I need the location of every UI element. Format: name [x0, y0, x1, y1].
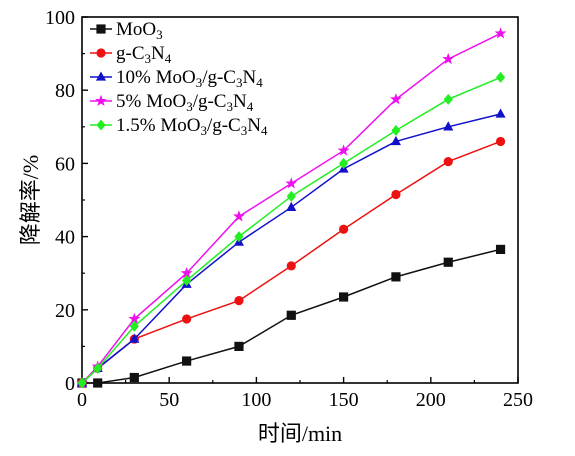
legend-item-1: MoO3​	[90, 19, 163, 42]
x-tick-label: 50	[159, 389, 179, 411]
data-point	[129, 320, 139, 332]
data-point	[129, 372, 139, 383]
data-point	[443, 121, 454, 131]
data-point	[182, 275, 192, 287]
data-point	[286, 261, 296, 271]
legend-label: 10% MoO3​/g-C3​N4​	[116, 67, 263, 90]
data-point	[339, 292, 349, 302]
series-3	[76, 108, 506, 387]
data-point	[442, 52, 455, 65]
x-tick-label: 250	[503, 389, 533, 411]
data-point	[391, 124, 401, 136]
data-point	[443, 156, 453, 167]
y-tick-label: 100	[45, 7, 75, 29]
data-point	[337, 144, 350, 156]
plot-area: 0 50 100 150 200 250 0 20 40 60 80 100	[45, 7, 533, 411]
data-point	[77, 377, 87, 389]
legend-label: 1.5% MoO3​/g-C3​N4​	[116, 115, 268, 138]
data-point	[443, 257, 453, 267]
data-point	[286, 201, 297, 211]
x-tick-label: 150	[329, 389, 359, 411]
data-point	[391, 272, 401, 282]
legend-marker	[96, 24, 106, 34]
legend-marker	[95, 71, 107, 81]
legend-item-5: 1.5% MoO3​/g-C3​N4​	[90, 115, 268, 138]
data-point	[233, 210, 245, 222]
data-point	[390, 93, 402, 105]
data-point	[129, 333, 140, 343]
legend-label: 5% MoO3​/g-C3​N4​	[116, 91, 254, 114]
series-line	[82, 248, 501, 384]
data-point	[443, 93, 453, 105]
x-tick-label: 100	[241, 389, 271, 411]
series-line	[81, 113, 501, 384]
series-layer	[76, 27, 507, 389]
y-tick-label: 60	[55, 153, 75, 175]
data-point	[339, 157, 349, 169]
legend-label: MoO3​	[116, 19, 163, 42]
x-tick-label: 0	[77, 389, 87, 411]
data-point	[182, 356, 192, 366]
legend-label: g-C3​N4​	[116, 43, 172, 66]
y-tick-label: 20	[55, 300, 75, 322]
series-line	[81, 76, 501, 384]
y-tick-label: 0	[65, 373, 75, 395]
data-point	[180, 266, 193, 279]
series-2	[77, 136, 506, 388]
legend-item-2: g-C3​N4​	[90, 43, 172, 66]
y-tick-label: 40	[55, 227, 75, 249]
legend-item-3: 10% MoO3​/g-C3​N4​	[90, 67, 263, 90]
data-point	[391, 189, 401, 200]
x-axis-title: 时间/min	[258, 421, 342, 446]
data-point	[93, 378, 103, 388]
data-point	[285, 177, 298, 189]
series-5	[77, 71, 506, 389]
data-point	[390, 135, 401, 146]
data-point	[286, 310, 296, 320]
data-point	[93, 362, 103, 374]
data-point	[234, 231, 244, 243]
data-point	[494, 27, 507, 39]
data-point	[495, 136, 506, 147]
y-tick-label: 80	[55, 80, 75, 102]
data-point	[128, 312, 141, 324]
data-point	[234, 341, 244, 351]
legend-marker	[96, 119, 106, 131]
legend-marker	[95, 94, 107, 107]
y-axis-title: 降解率/%	[18, 155, 43, 245]
data-point	[495, 108, 506, 118]
data-point	[495, 71, 506, 83]
data-point	[234, 296, 244, 306]
data-point	[495, 244, 506, 255]
data-point	[182, 314, 192, 324]
x-tick-label: 200	[416, 389, 446, 411]
series-line	[81, 32, 501, 384]
legend: MoO3​g-C3​N4​10% MoO3​/g-C3​N4​5% MoO3​/…	[90, 19, 268, 138]
series-1	[77, 244, 506, 388]
data-point	[286, 190, 296, 202]
legend-item-4: 5% MoO3​/g-C3​N4​	[90, 91, 254, 114]
data-point	[339, 224, 349, 234]
legend-marker	[96, 48, 106, 58]
